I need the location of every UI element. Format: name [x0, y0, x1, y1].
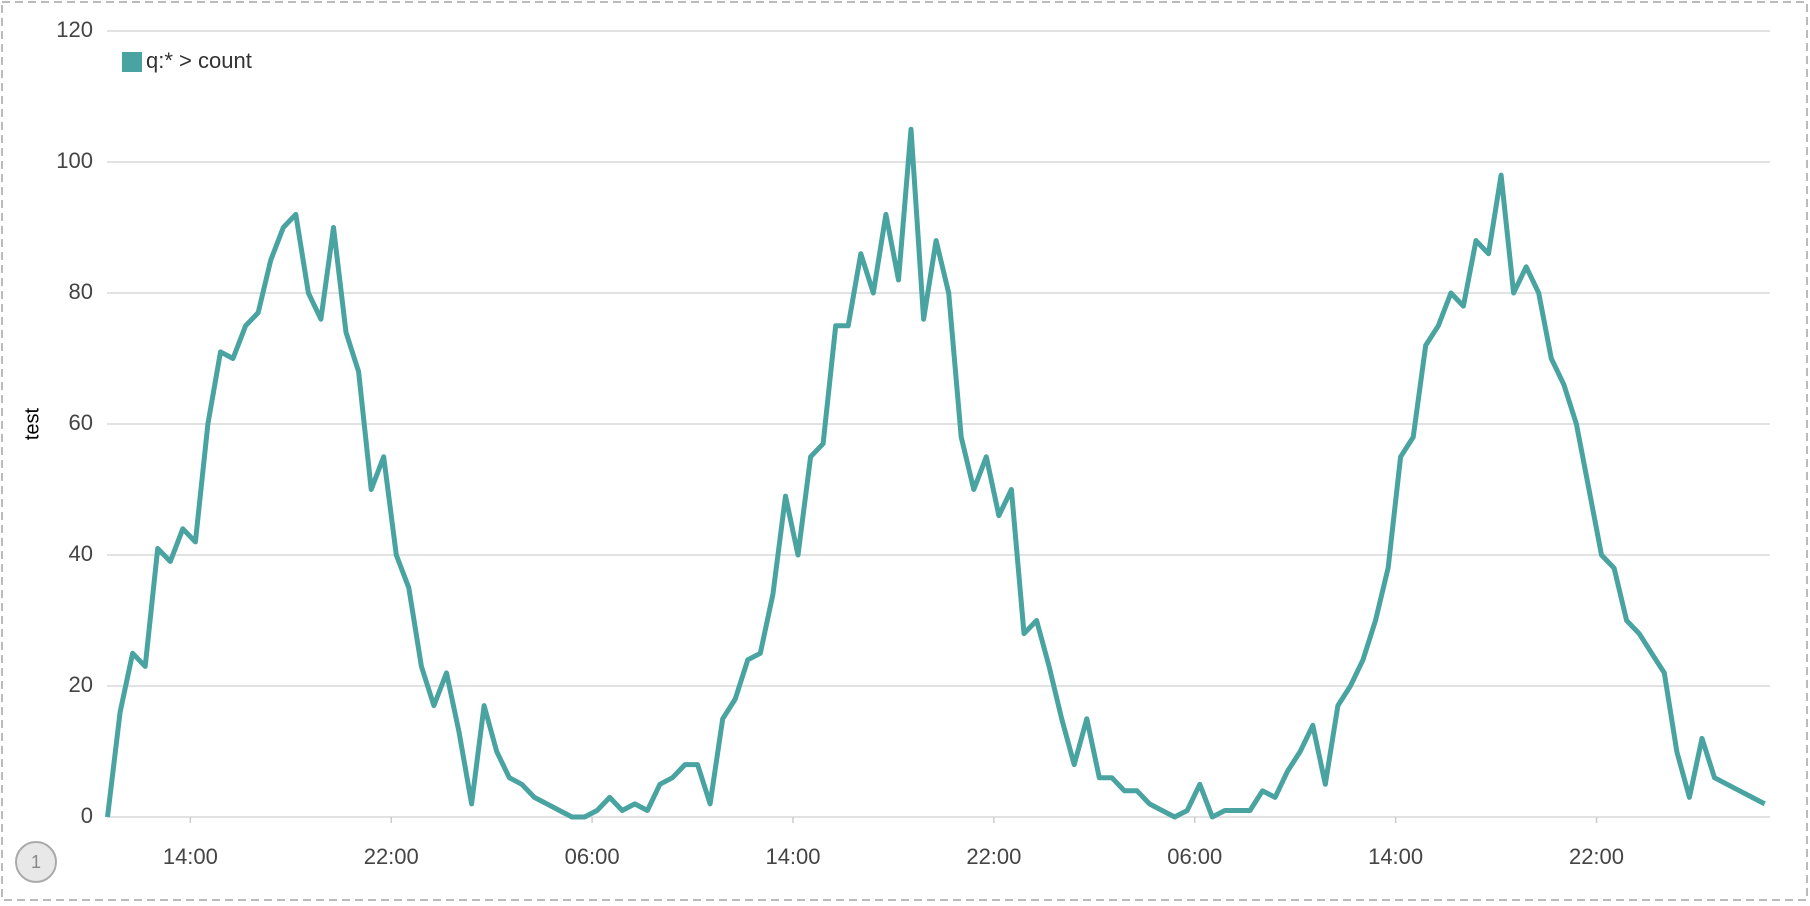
- x-tick-label: 22:00: [966, 844, 1021, 869]
- x-tick-label: 14:00: [163, 844, 218, 869]
- y-tick-label: 120: [56, 17, 93, 42]
- y-tick-label: 100: [56, 148, 93, 173]
- x-tick-label: 14:00: [1368, 844, 1423, 869]
- page-badge-label[interactable]: 1: [31, 852, 41, 872]
- legend-label: q:* > count: [146, 48, 252, 73]
- y-tick-label: 20: [69, 672, 93, 697]
- y-tick-label: 60: [69, 410, 93, 435]
- x-tick-label: 06:00: [1167, 844, 1222, 869]
- series-line: [105, 126, 1766, 820]
- x-tick-label: 14:00: [765, 844, 820, 869]
- legend-swatch: [122, 52, 142, 72]
- y-tick-label: 80: [69, 279, 93, 304]
- y-tick-label: 0: [81, 803, 93, 828]
- y-tick-label: 40: [69, 541, 93, 566]
- x-tick-label: 22:00: [364, 844, 419, 869]
- page-badge[interactable]: [15, 841, 57, 883]
- x-tick-label: 06:00: [565, 844, 620, 869]
- x-tick-label: 22:00: [1569, 844, 1624, 869]
- y-axis-title: test: [21, 407, 43, 440]
